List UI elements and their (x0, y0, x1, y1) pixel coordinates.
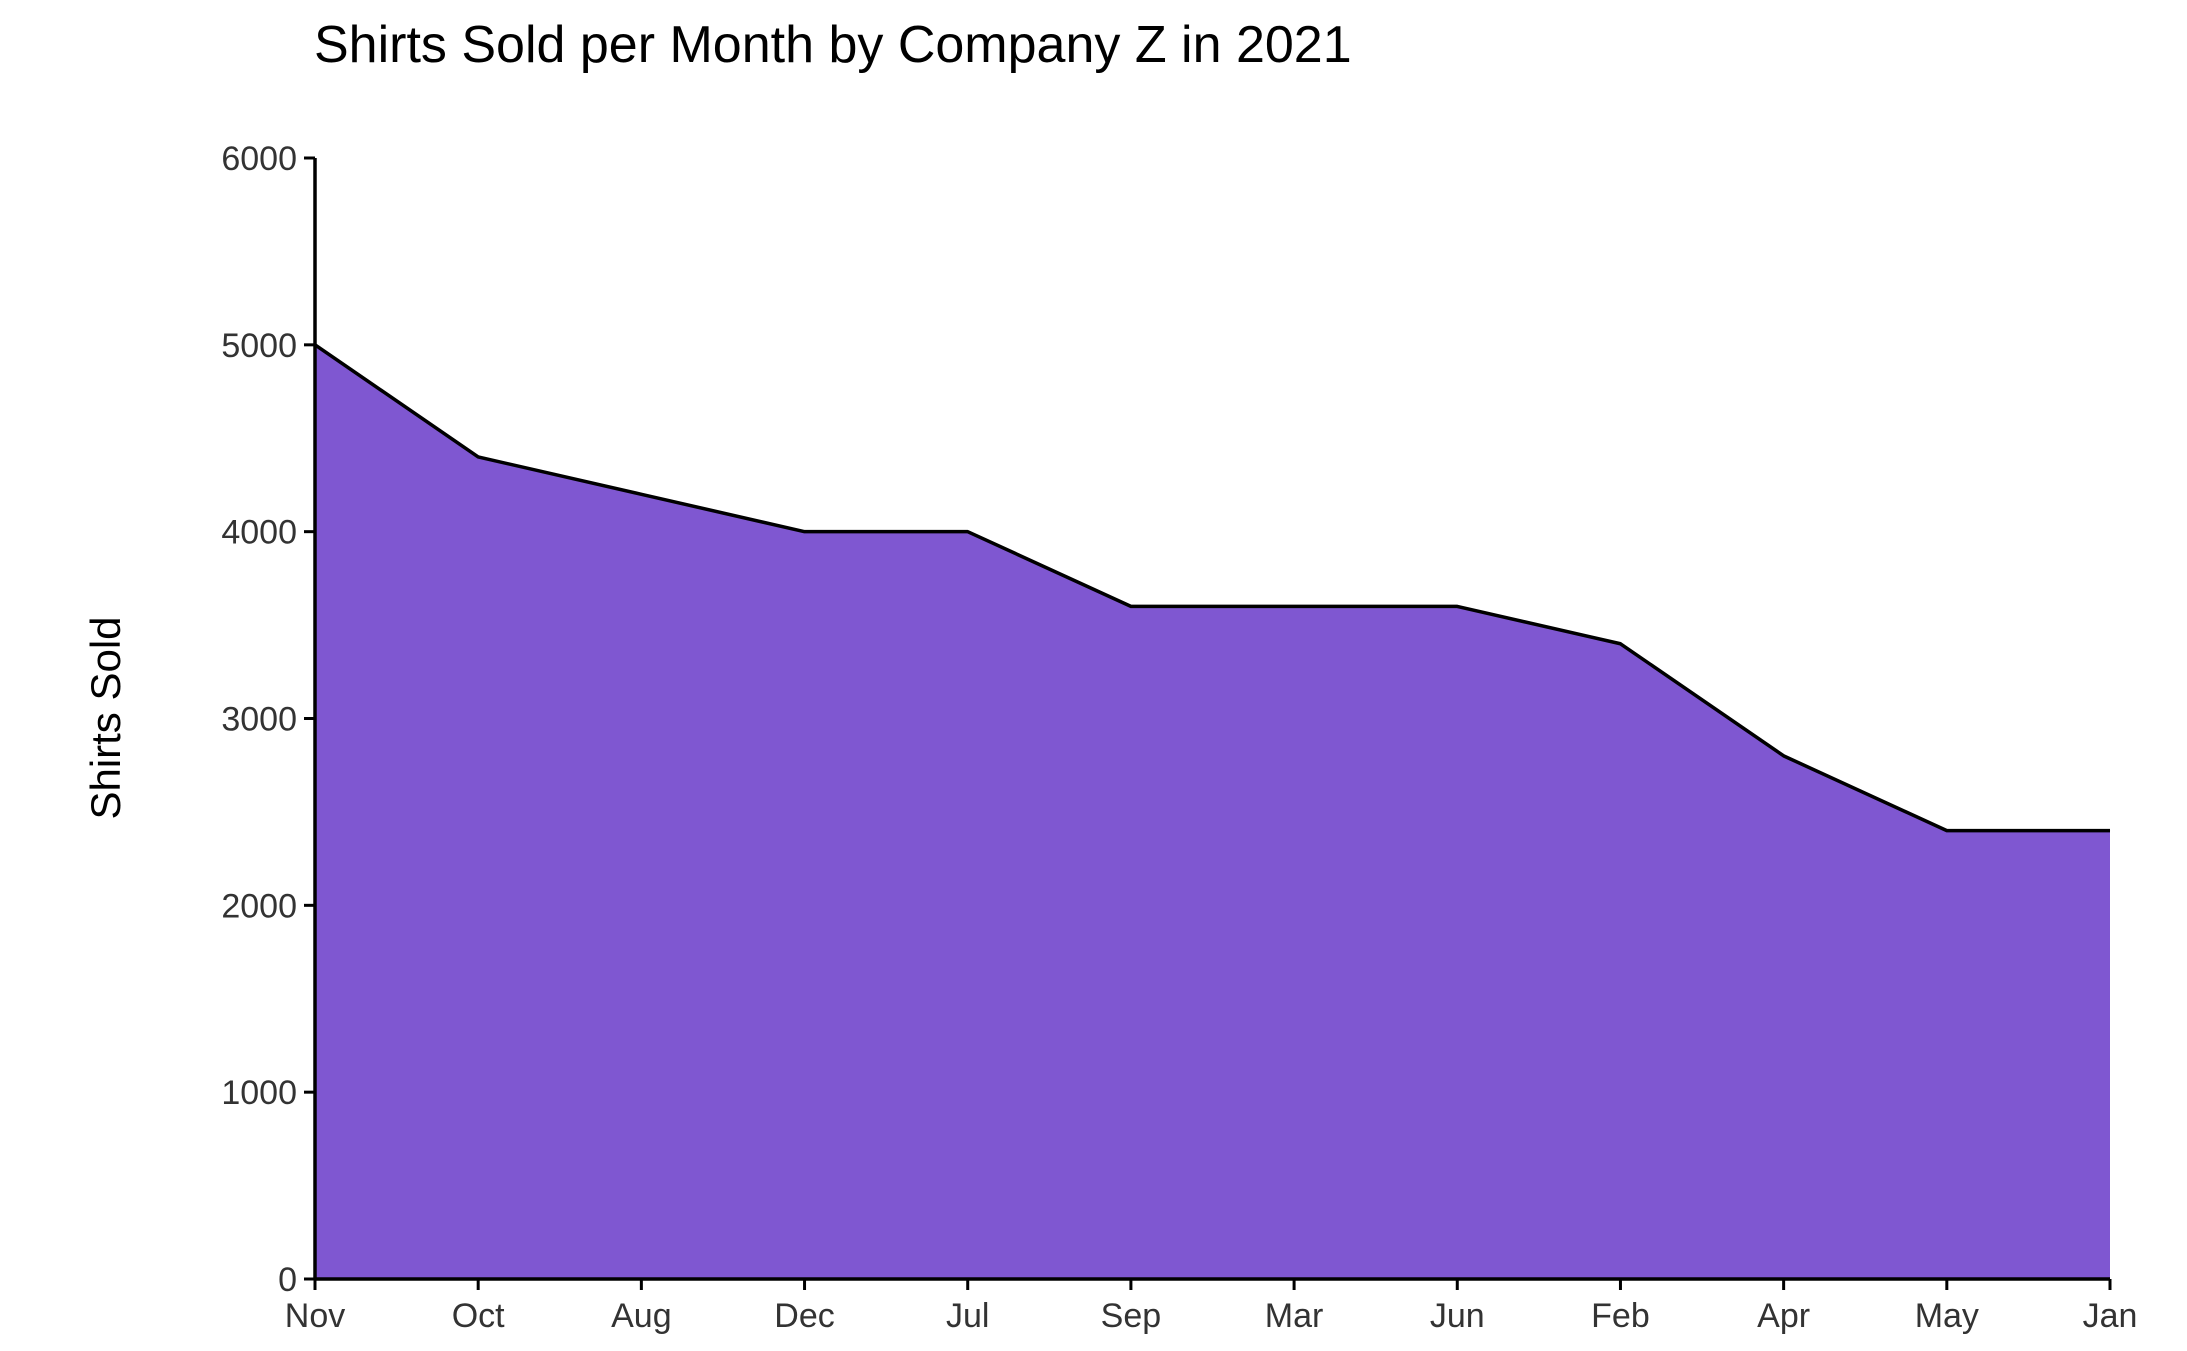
x-axis: Nov Oct Aug Dec Jul Sep Mar Jun Feb Apr May Jan (285, 1277, 2138, 1335)
x-tick-label: Mar (1265, 1297, 1324, 1335)
area-fill (315, 344, 2110, 1279)
x-tick-label: Jan (2083, 1297, 2138, 1335)
x-tick-label: May (1915, 1297, 1979, 1335)
x-tick-label: Dec (774, 1297, 834, 1335)
x-tick-label: Jun (1430, 1297, 1485, 1335)
y-tick-label: 5000 (221, 327, 297, 365)
x-tick-label: Nov (285, 1297, 345, 1335)
x-tick-label: Oct (452, 1297, 505, 1335)
x-tick-label: Jul (946, 1297, 989, 1335)
x-tick-label: Aug (611, 1297, 672, 1335)
y-axis: 0 1000 2000 3000 4000 5000 6000 (221, 140, 317, 1299)
x-tick-label: Feb (1591, 1297, 1650, 1335)
y-tick-label: 3000 (221, 701, 297, 739)
x-tick-label: Apr (1757, 1297, 1810, 1335)
y-tick-label: 4000 (221, 514, 297, 552)
y-axis-title: Shirts Sold (82, 616, 129, 819)
plot-area (314, 343, 2111, 1279)
chart-title: Shirts Sold per Month by Company Z in 20… (314, 16, 1352, 74)
x-tick-label: Sep (1101, 1297, 1162, 1335)
y-tick-label: 0 (278, 1261, 297, 1299)
area-line (314, 343, 2110, 833)
y-tick-label: 6000 (221, 140, 297, 178)
y-tick-label: 1000 (221, 1074, 297, 1112)
y-tick-label: 2000 (221, 887, 297, 925)
